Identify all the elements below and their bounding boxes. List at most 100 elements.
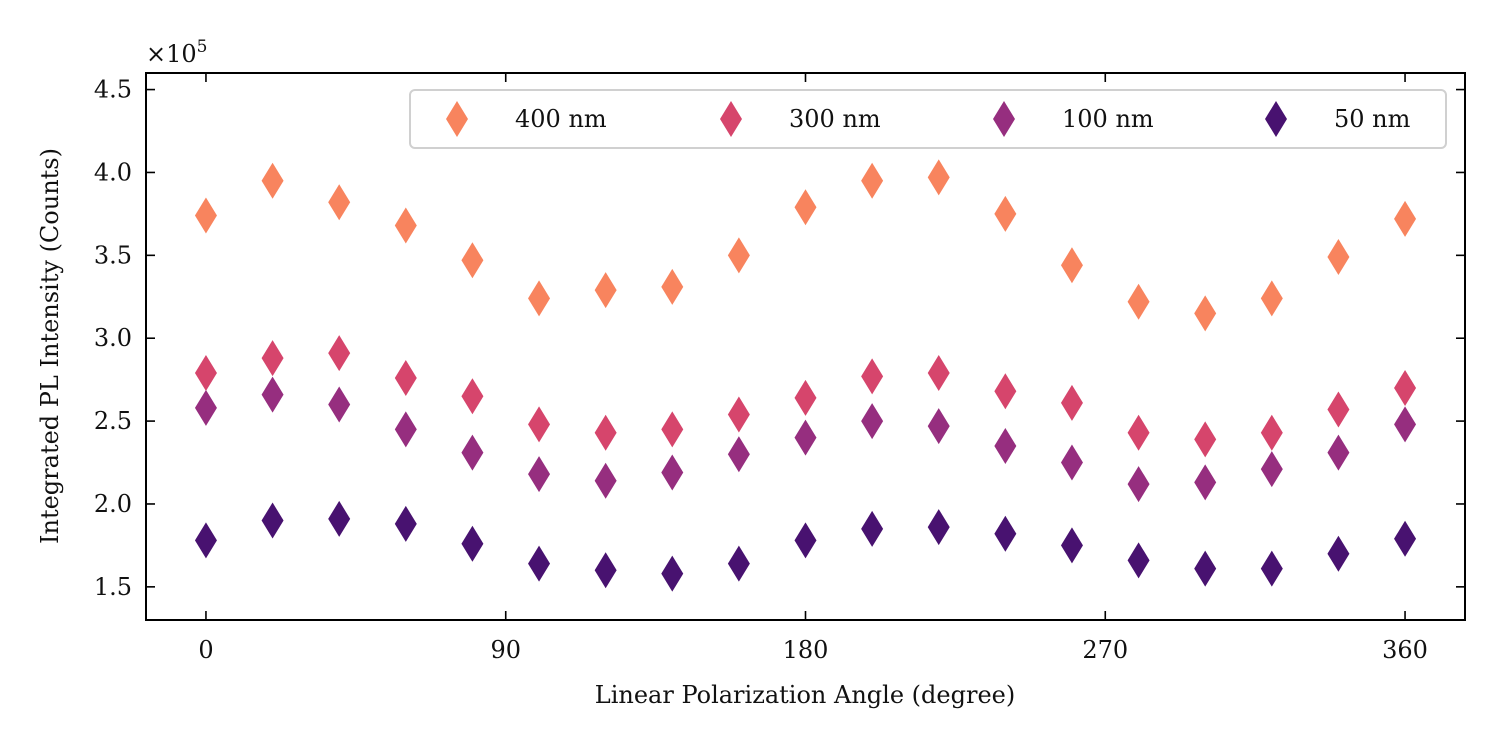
data-point: 50 nm: (280, 1.66) <box>1127 542 1150 579</box>
data-point: 100 nm: (0, 2.58) <box>194 389 217 426</box>
data-point: 400 nm: (0, 3.74) <box>194 197 217 234</box>
data-point: 400 nm: (160, 3.5) <box>727 237 750 274</box>
data-point: 50 nm: (120, 1.6) <box>594 552 617 589</box>
y-tick-label: 3.5 <box>94 241 132 269</box>
legend-frame <box>409 89 1447 149</box>
data-point: 100 nm: (40, 2.6) <box>328 386 351 423</box>
data-point: 300 nm: (160, 2.54) <box>727 396 750 433</box>
y-tick-label: 1.5 <box>94 573 132 601</box>
y-tick-label: 4.5 <box>94 76 132 104</box>
data-point: 400 nm: (320, 3.24) <box>1260 280 1283 317</box>
data-point: 300 nm: (180, 2.64) <box>794 379 817 416</box>
data-point: 100 nm: (360, 2.48) <box>1394 406 1417 443</box>
ticks-layer: 0 90 180 270 360 1.5 2.0 2.5 3.0 3.5 4.0 4.5 <box>94 73 1465 664</box>
legend-marker <box>1265 101 1287 137</box>
data-point: 50 nm: (40, 1.91) <box>328 500 351 537</box>
data-point: 50 nm: (340, 1.7) <box>1327 535 1350 572</box>
data-point: 300 nm: (320, 2.43) <box>1260 414 1283 451</box>
x-tick-label: 180 <box>783 636 829 664</box>
y-tick-label: 2.0 <box>94 490 132 518</box>
y-tick-label: 4.0 <box>94 158 132 186</box>
data-point: 50 nm: (320, 1.61) <box>1260 550 1283 587</box>
data-point: 100 nm: (100, 2.18) <box>528 456 551 493</box>
series-400-nm: 400 nm: (0, 3.74) 400 nm: (20, 3.95) 400 n… <box>194 159 1417 332</box>
data-point: 300 nm: (300, 2.39) <box>1194 421 1217 458</box>
y-tick-label: 2.5 <box>94 407 132 435</box>
data-point: 50 nm: (200, 1.85) <box>861 510 884 547</box>
x-tick-label: 0 <box>198 636 213 664</box>
data-point: 100 nm: (120, 2.14) <box>594 462 617 499</box>
data-point: 100 nm: (320, 2.21) <box>1260 451 1283 488</box>
data-point: 300 nm: (140, 2.45) <box>661 411 684 448</box>
data-point: 400 nm: (80, 3.47) <box>461 242 484 279</box>
data-point: 100 nm: (180, 2.4) <box>794 419 817 456</box>
data-point: 400 nm: (140, 3.31) <box>661 268 684 305</box>
data-point: 300 nm: (220, 2.79) <box>927 355 950 392</box>
y-tick-label: 3.0 <box>94 324 132 352</box>
data-point: 300 nm: (200, 2.77) <box>861 358 884 395</box>
data-point: 400 nm: (40, 3.82) <box>328 184 351 221</box>
data-point: 50 nm: (140, 1.58) <box>661 555 684 592</box>
data-point: 50 nm: (240, 1.82) <box>994 515 1017 552</box>
legend-label: 400 nm <box>515 105 607 133</box>
data-point: 300 nm: (360, 2.7) <box>1394 369 1417 406</box>
legend-marker <box>446 101 468 137</box>
legend-marker <box>993 101 1015 137</box>
y-multiplier-exponent: 5 <box>197 37 208 57</box>
data-point: 100 nm: (260, 2.25) <box>1060 444 1083 481</box>
data-point: 50 nm: (80, 1.76) <box>461 525 484 562</box>
y-multiplier-base: ×10 <box>146 40 197 68</box>
data-point: 400 nm: (360, 3.72) <box>1394 200 1417 237</box>
data-point: 100 nm: (340, 2.31) <box>1327 434 1350 471</box>
series-100-nm: 100 nm: (0, 2.58) 100 nm: (20, 2.66) 100 n… <box>194 376 1417 503</box>
data-point: 100 nm: (60, 2.45) <box>394 411 417 448</box>
data-point: 100 nm: (240, 2.35) <box>994 427 1017 464</box>
data-point: 400 nm: (20, 3.95) <box>261 162 284 199</box>
data-point: 300 nm: (100, 2.48) <box>528 406 551 443</box>
data-point: 100 nm: (20, 2.66) <box>261 376 284 413</box>
legend-label: 300 nm <box>789 105 881 133</box>
legend-label: 50 nm <box>1334 105 1411 133</box>
data-point: 100 nm: (220, 2.47) <box>927 408 950 445</box>
data-point: 400 nm: (300, 3.15) <box>1194 295 1217 332</box>
data-point: 50 nm: (160, 1.64) <box>727 545 750 582</box>
data-point: 400 nm: (60, 3.68) <box>394 207 417 244</box>
data-point: 400 nm: (180, 3.79) <box>794 189 817 226</box>
x-tick-label: 360 <box>1382 636 1428 664</box>
data-point: 400 nm: (280, 3.22) <box>1127 283 1150 320</box>
x-tick-label: 90 <box>490 636 521 664</box>
data-point: 50 nm: (300, 1.61) <box>1194 550 1217 587</box>
data-point: 50 nm: (0, 1.78) <box>194 522 217 559</box>
x-tick-label: 270 <box>1082 636 1128 664</box>
legend-marker <box>720 101 742 137</box>
data-point: 100 nm: (200, 2.5) <box>861 403 884 440</box>
data-point: 100 nm: (80, 2.31) <box>461 434 484 471</box>
y-axis-multiplier: ×105 <box>146 37 207 68</box>
legend-label: 100 nm <box>1062 105 1154 133</box>
data-point: 300 nm: (40, 2.91) <box>328 335 351 372</box>
data-point: 300 nm: (260, 2.61) <box>1060 384 1083 421</box>
data-point: 400 nm: (120, 3.29) <box>594 272 617 309</box>
data-point: 300 nm: (340, 2.57) <box>1327 391 1350 428</box>
data-point: 400 nm: (200, 3.95) <box>861 162 884 199</box>
data-point: 300 nm: (120, 2.43) <box>594 414 617 451</box>
x-axis-label: Linear Polarization Angle (degree) <box>595 681 1015 709</box>
data-point: 300 nm: (80, 2.65) <box>461 378 484 415</box>
data-point: 100 nm: (280, 2.12) <box>1127 466 1150 503</box>
data-point: 300 nm: (20, 2.88) <box>261 340 284 377</box>
series-layer: 400 nm: (0, 3.74) 400 nm: (20, 3.95) 400 n… <box>194 159 1417 592</box>
data-point: 100 nm: (160, 2.3) <box>727 436 750 473</box>
data-point: 400 nm: (240, 3.75) <box>994 195 1017 232</box>
data-point: 50 nm: (220, 1.86) <box>927 509 950 546</box>
data-point: 50 nm: (360, 1.79) <box>1394 520 1417 557</box>
data-point: 400 nm: (220, 3.97) <box>927 159 950 196</box>
data-point: 100 nm: (300, 2.13) <box>1194 464 1217 501</box>
data-point: 400 nm: (100, 3.24) <box>528 280 551 317</box>
series-300-nm: 300 nm: (0, 2.79) 300 nm: (20, 2.88) 300 n… <box>194 335 1417 458</box>
data-point: 400 nm: (340, 3.49) <box>1327 238 1350 275</box>
data-point: 300 nm: (240, 2.68) <box>994 373 1017 410</box>
data-point: 50 nm: (180, 1.78) <box>794 522 817 559</box>
legend: 400 nm 300 nm 100 nm 50 nm <box>409 89 1447 149</box>
data-point: 50 nm: (60, 1.88) <box>394 505 417 542</box>
